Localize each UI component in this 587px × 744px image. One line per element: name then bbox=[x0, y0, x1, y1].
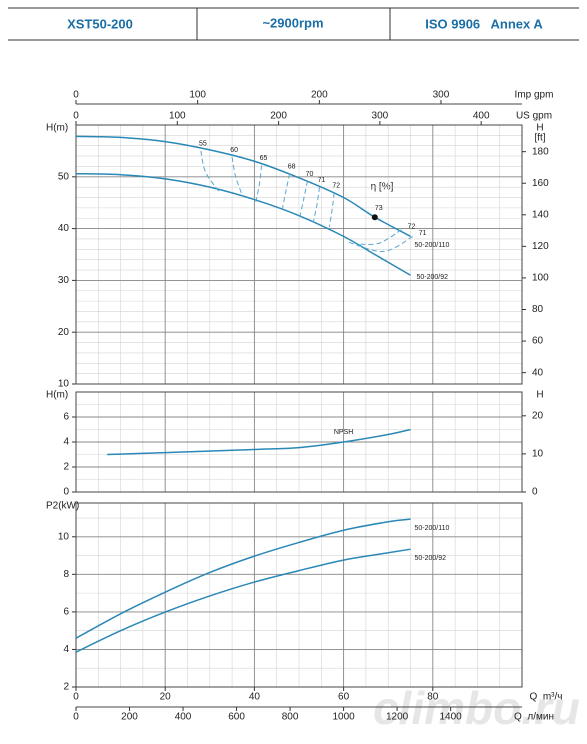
y2-tick-label: 100 bbox=[532, 273, 549, 284]
secondary-x-tick-label: 0 bbox=[73, 712, 79, 723]
x-axis-label: Q m³/ч bbox=[530, 692, 563, 703]
point-label: 73 bbox=[375, 205, 383, 212]
efficiency-label: 65 bbox=[260, 155, 268, 162]
y2-tick-label: 160 bbox=[532, 178, 549, 189]
secondary-x-axis-label: Imp gpm bbox=[515, 90, 554, 101]
secondary-x-tick-label: 200 bbox=[121, 712, 138, 723]
x-tick-label: 0 bbox=[73, 692, 79, 703]
y-tick-label: 20 bbox=[58, 327, 70, 338]
y-axis-label: H(m) bbox=[46, 390, 68, 401]
secondary-x-tick-label: 0 bbox=[73, 111, 79, 122]
efficiency-label: 70 bbox=[306, 171, 314, 178]
header-cell: XST50-200 bbox=[67, 16, 133, 31]
secondary-x-tick-label: 200 bbox=[270, 111, 287, 122]
y-tick-label: 40 bbox=[58, 223, 70, 234]
y-tick-label: 6 bbox=[63, 607, 69, 618]
efficiency-line bbox=[328, 192, 335, 228]
efficiency-label: 55 bbox=[199, 141, 207, 148]
operating-point bbox=[371, 214, 378, 221]
y-tick-label: 4 bbox=[63, 437, 69, 448]
efficiency-line bbox=[347, 235, 413, 252]
efficiency-label: 72 bbox=[332, 183, 340, 190]
curve bbox=[75, 135, 411, 238]
x-tick-label: 60 bbox=[338, 692, 350, 703]
y2-tick-label: 20 bbox=[532, 410, 544, 421]
header-cell: ISO 9906 Annex A bbox=[425, 16, 543, 31]
secondary-x-tick-label: 300 bbox=[433, 90, 450, 101]
secondary-x-tick-label: 100 bbox=[189, 90, 206, 101]
y-tick-label: 50 bbox=[58, 171, 70, 182]
curve bbox=[75, 548, 411, 653]
curve-label: 50-200/110 bbox=[415, 242, 450, 249]
efficiency-label: 60 bbox=[230, 147, 238, 154]
secondary-x-tick-label: 0 bbox=[73, 90, 79, 101]
header-cell: ~2900rpm bbox=[262, 15, 323, 30]
y-tick-label: 6 bbox=[63, 412, 69, 423]
secondary-x-tick-label: 1400 bbox=[440, 712, 463, 723]
x-tick-label: 20 bbox=[160, 692, 172, 703]
y2-tick-label: 120 bbox=[532, 241, 549, 252]
y2-tick-label: 140 bbox=[532, 209, 549, 220]
secondary-x-axis-label: US gpm bbox=[516, 111, 552, 122]
curve-label: 50-200/92 bbox=[415, 555, 447, 562]
efficiency-line bbox=[281, 173, 291, 214]
y2-axis-label: H bbox=[536, 123, 543, 134]
y2-tick-label: 60 bbox=[532, 336, 544, 347]
secondary-x-tick-label: 400 bbox=[473, 111, 490, 122]
secondary-x-axis-label: Q л/мин bbox=[514, 712, 554, 723]
curve-label: 50-200/110 bbox=[415, 525, 450, 532]
curve bbox=[75, 172, 411, 276]
y2-tick-label: 40 bbox=[532, 367, 544, 378]
y-tick-label: 2 bbox=[63, 462, 69, 473]
y2-axis-unit: [ft] bbox=[534, 133, 545, 144]
efficiency-line bbox=[298, 180, 308, 220]
y-tick-label: 2 bbox=[63, 682, 69, 693]
secondary-x-tick-label: 800 bbox=[282, 712, 299, 723]
y-tick-label: 8 bbox=[63, 569, 69, 580]
y-tick-label: 10 bbox=[58, 531, 70, 542]
y-tick-label: 0 bbox=[63, 487, 69, 498]
efficiency-label: 71 bbox=[318, 177, 326, 184]
y2-tick-label: 180 bbox=[532, 146, 549, 157]
y-tick-label: 10 bbox=[58, 379, 70, 390]
secondary-x-tick-label: 600 bbox=[228, 712, 245, 723]
y2-axis-label: H bbox=[536, 390, 543, 401]
y2-tick-label: 0 bbox=[532, 487, 538, 498]
efficiency-line bbox=[356, 229, 402, 245]
curve bbox=[107, 428, 411, 456]
curve bbox=[75, 518, 411, 639]
secondary-x-tick-label: 1000 bbox=[332, 712, 355, 723]
curve-label: 50-200/92 bbox=[417, 274, 449, 281]
efficiency-line bbox=[200, 150, 220, 192]
plot-frame bbox=[75, 391, 523, 493]
y2-tick-label: 10 bbox=[532, 449, 544, 460]
efficiency-label: 72 bbox=[408, 223, 416, 230]
secondary-x-tick-label: 400 bbox=[175, 712, 192, 723]
y-axis-label: H(m) bbox=[46, 123, 68, 134]
efficiency-label: 68 bbox=[288, 164, 296, 171]
plot-frame bbox=[75, 502, 523, 688]
secondary-x-tick-label: 100 bbox=[169, 111, 186, 122]
y-tick-label: 30 bbox=[58, 275, 70, 286]
x-tick-label: 40 bbox=[249, 692, 261, 703]
watermark: climbo.ru bbox=[373, 682, 580, 734]
efficiency-line bbox=[312, 187, 321, 223]
y-axis-label: P2(kW) bbox=[46, 501, 79, 512]
x-tick-label: 80 bbox=[427, 692, 439, 703]
secondary-x-tick-label: 300 bbox=[372, 111, 389, 122]
secondary-x-tick-label: 1200 bbox=[386, 712, 409, 723]
y-tick-label: 4 bbox=[63, 644, 69, 655]
plot-frame bbox=[75, 124, 523, 385]
secondary-x-tick-label: 200 bbox=[311, 90, 328, 101]
y2-tick-label: 80 bbox=[532, 304, 544, 315]
curve-label: NPSH bbox=[334, 429, 353, 436]
efficiency-line bbox=[231, 157, 244, 197]
efficiency-line bbox=[255, 165, 263, 203]
efficiency-label: 71 bbox=[419, 230, 427, 237]
